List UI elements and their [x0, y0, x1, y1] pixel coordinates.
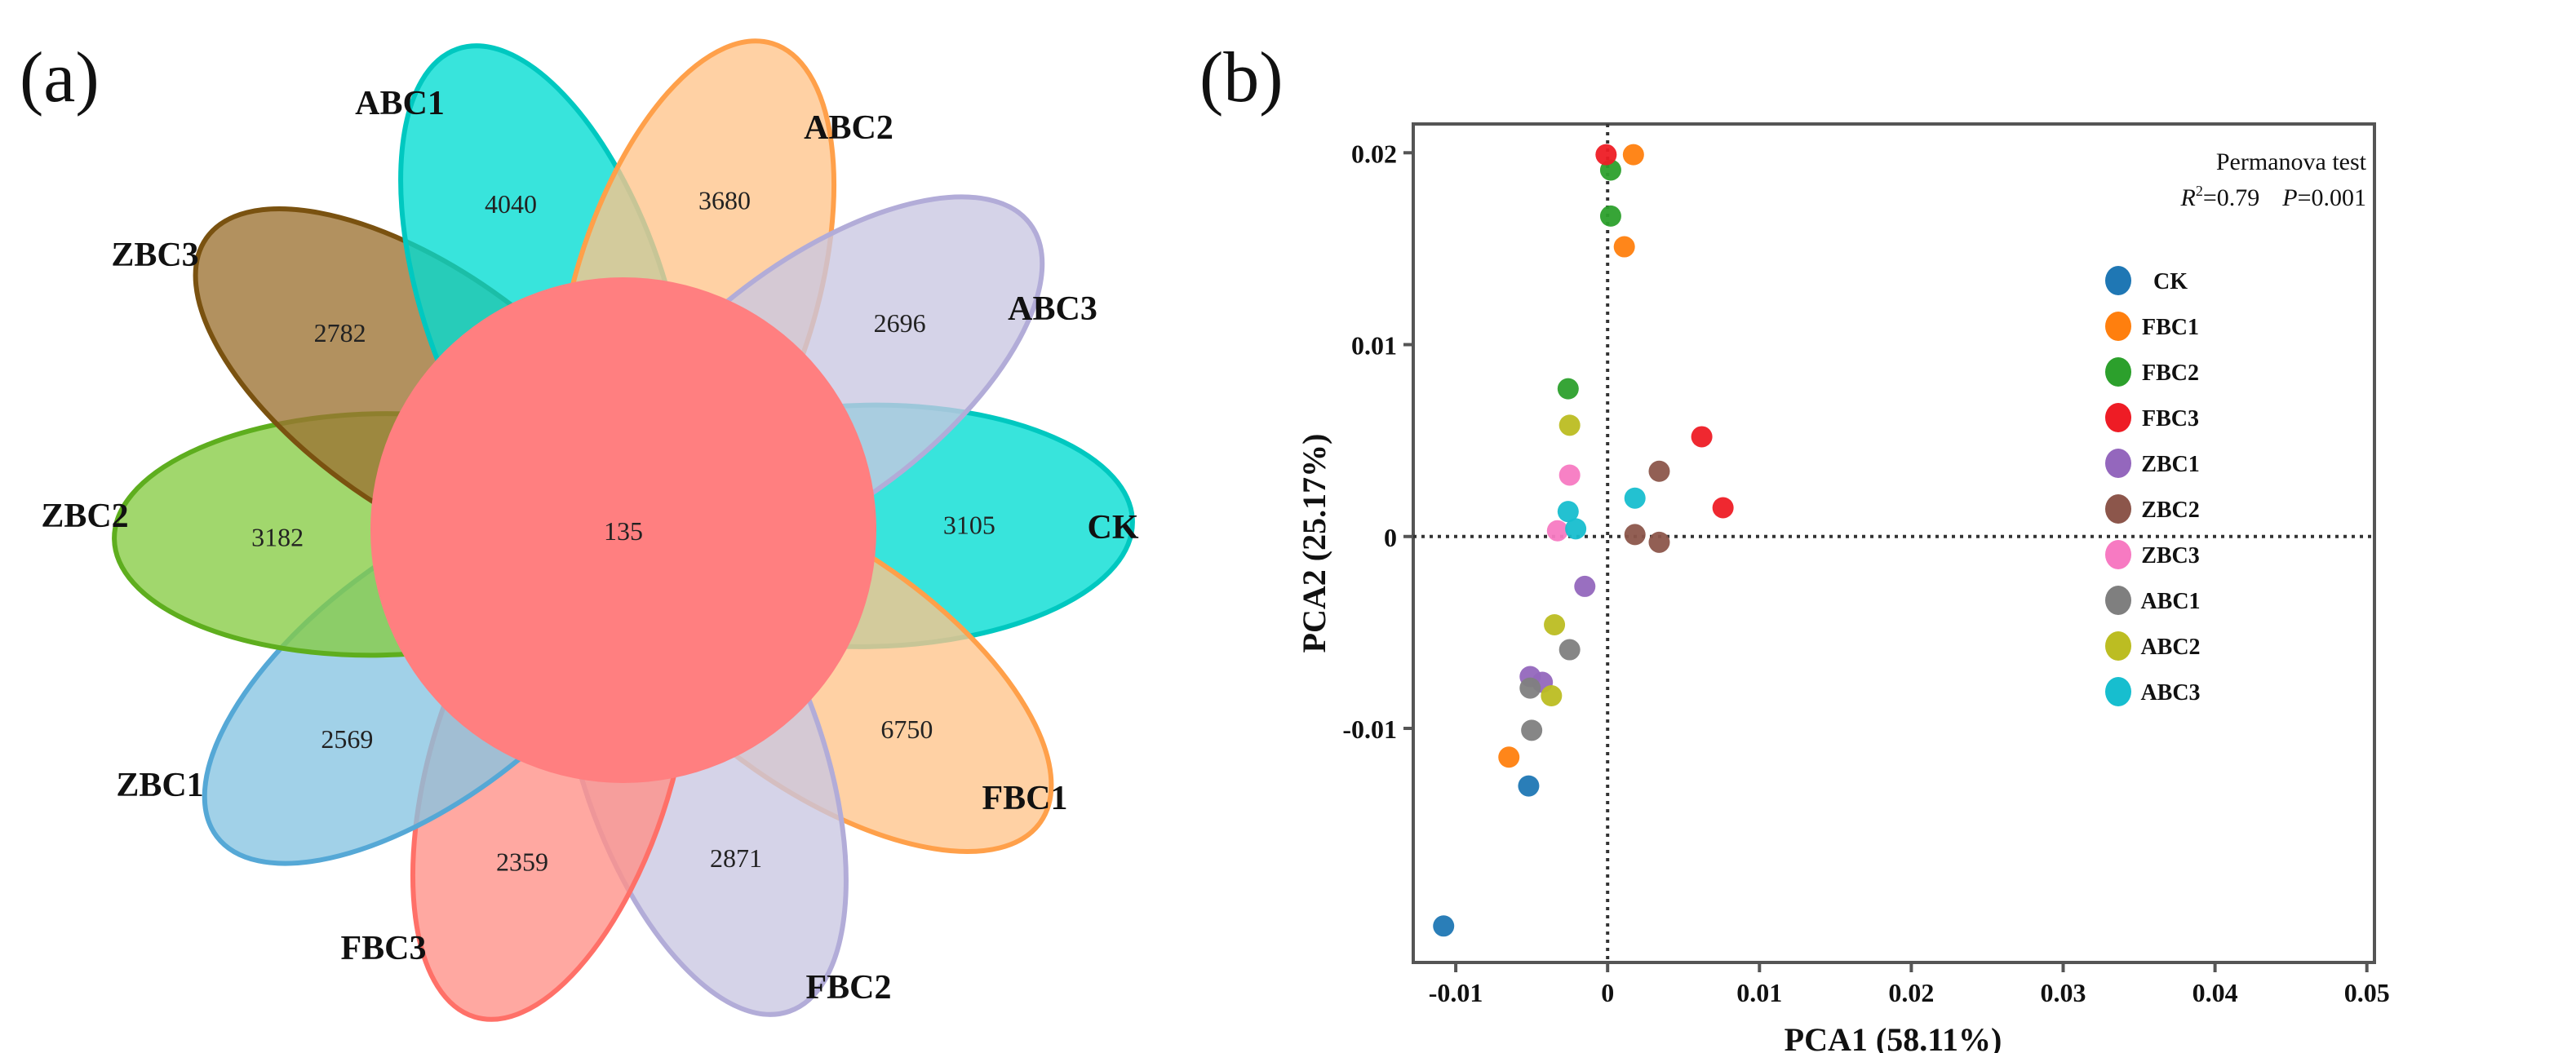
panel-label-a: (a) [20, 38, 100, 117]
venn-petal-value-zbc3: 2782 [314, 318, 366, 347]
y-tick-label: 0.01 [1351, 331, 1397, 361]
point-fbc3 [1595, 144, 1617, 166]
venn-petal-value-ck: 3105 [943, 511, 995, 540]
legend-label-abc2: ABC2 [2140, 635, 2200, 660]
venn-petal-value-fbc1: 6750 [880, 715, 933, 744]
venn-petal-value-abc3: 2696 [874, 308, 926, 338]
x-tick-label: 0.03 [2040, 978, 2086, 1007]
pca-scatter-plot: -0.01 0 0.01 0.02 0.03 0.04 0.05 -0.01 0 0.01 0.02… [1296, 122, 2390, 1053]
point-zbc3 [1558, 464, 1581, 486]
point-abc3 [1557, 501, 1579, 523]
point-zbc3 [1546, 520, 1568, 542]
point-abc2 [1558, 414, 1581, 436]
venn-petal-label-ck: CK [1088, 509, 1139, 546]
x-tick-label: 0.05 [2344, 978, 2390, 1007]
point-abc3 [1565, 518, 1587, 540]
y-axis-label: PCA2 (25.17%) [1296, 434, 1332, 653]
venn-petal-value-abc2: 3680 [698, 186, 751, 215]
legend-label-fbc2: FBC2 [2142, 361, 2199, 386]
permanova-stats: R2=0.79 P=0.001 [2180, 183, 2367, 211]
x-tick-label: 0.04 [2192, 978, 2238, 1007]
legend-marker-abc1 [2105, 586, 2131, 615]
legend-marker-zbc3 [2105, 540, 2131, 569]
legend-marker-fbc2 [2105, 357, 2131, 387]
venn-petal-label-abc2: ABC2 [804, 109, 893, 147]
venn-petal-value-fbc3: 2359 [496, 847, 548, 876]
legend-label-zbc2: ZBC2 [2141, 498, 2200, 523]
point-abc1 [1558, 639, 1581, 661]
permanova-title: Permanova test [2216, 148, 2367, 175]
point-fbc1 [1613, 236, 1635, 258]
venn-petal-label-abc1: ABC1 [355, 85, 445, 122]
legend-marker-ck [2105, 266, 2131, 295]
x-axis-label: PCA1 (58.11%) [1785, 1021, 2002, 1053]
x-tick-label: 0.01 [1736, 978, 1782, 1007]
legend-label-zbc3: ZBC3 [2141, 543, 2200, 569]
legend-marker-fbc1 [2105, 312, 2131, 341]
point-abc2 [1541, 685, 1563, 707]
point-abc1 [1519, 677, 1541, 699]
legend-marker-zbc1 [2105, 449, 2131, 478]
venn-petal-value-abc1: 4040 [485, 189, 537, 219]
legend: CK FBC1 FBC2 FBC3 ZBC1 ZBC2 ZBC3 ABC1 ABC2 ABC3 [2105, 266, 2201, 706]
panel-label-b: (b) [1199, 38, 1284, 117]
legend-marker-fbc3 [2105, 403, 2131, 432]
point-zbc2 [1624, 524, 1646, 546]
venn-core-circle [370, 277, 876, 783]
legend-label-ck: CK [2153, 269, 2188, 294]
y-tick-label: 0 [1384, 523, 1397, 552]
venn-petal-label-zbc2: ZBC2 [41, 498, 128, 535]
venn-petal-label-abc3: ABC3 [1008, 290, 1097, 328]
venn-petal-label-fbc1: FBC1 [982, 780, 1068, 817]
point-zbc2 [1648, 531, 1670, 553]
venn-petal-value-zbc1: 2569 [321, 724, 373, 754]
legend-label-fbc3: FBC3 [2142, 406, 2199, 431]
flower-venn-diagram: 135 3105 CK 6750 FBC1 2871 FBC2 2359 FBC3 2569 ZBC… [41, 38, 1139, 1022]
point-ck [1518, 775, 1540, 797]
legend-marker-abc2 [2105, 631, 2131, 661]
venn-petal-label-zbc1: ZBC1 [116, 767, 203, 804]
point-ck [1433, 915, 1455, 937]
y-tick-label: 0.02 [1351, 139, 1397, 168]
venn-petal-label-fbc3: FBC3 [341, 930, 427, 967]
legend-marker-abc3 [2105, 677, 2131, 706]
legend-label-zbc1: ZBC1 [2141, 452, 2200, 477]
point-fbc3 [1712, 497, 1734, 519]
venn-petal-label-zbc3: ZBC3 [111, 237, 198, 274]
venn-petal-value-fbc2: 2871 [710, 843, 762, 873]
point-abc1 [1521, 719, 1543, 741]
point-fbc1 [1622, 144, 1644, 166]
point-zbc1 [1574, 575, 1596, 597]
venn-petal-label-fbc2: FBC2 [806, 969, 892, 1007]
legend-marker-zbc2 [2105, 494, 2131, 524]
y-tick-label: -0.01 [1342, 715, 1397, 744]
point-zbc2 [1648, 460, 1670, 482]
x-tick-label: -0.01 [1429, 978, 1483, 1007]
point-fbc2 [1557, 378, 1579, 400]
plot-frame [1412, 122, 2376, 964]
venn-core-value: 135 [604, 516, 643, 546]
point-fbc1 [1498, 746, 1520, 768]
point-fbc3 [1691, 426, 1713, 448]
legend-label-abc1: ABC1 [2140, 589, 2200, 614]
legend-label-fbc1: FBC1 [2142, 315, 2199, 340]
point-abc2 [1544, 613, 1566, 635]
venn-petal-value-zbc2: 3182 [251, 522, 304, 551]
legend-label-abc3: ABC3 [2140, 680, 2200, 706]
x-tick-label: 0.02 [1888, 978, 1934, 1007]
point-abc3 [1624, 487, 1646, 509]
x-tick-label: 0 [1601, 978, 1614, 1007]
point-fbc2 [1599, 205, 1621, 227]
